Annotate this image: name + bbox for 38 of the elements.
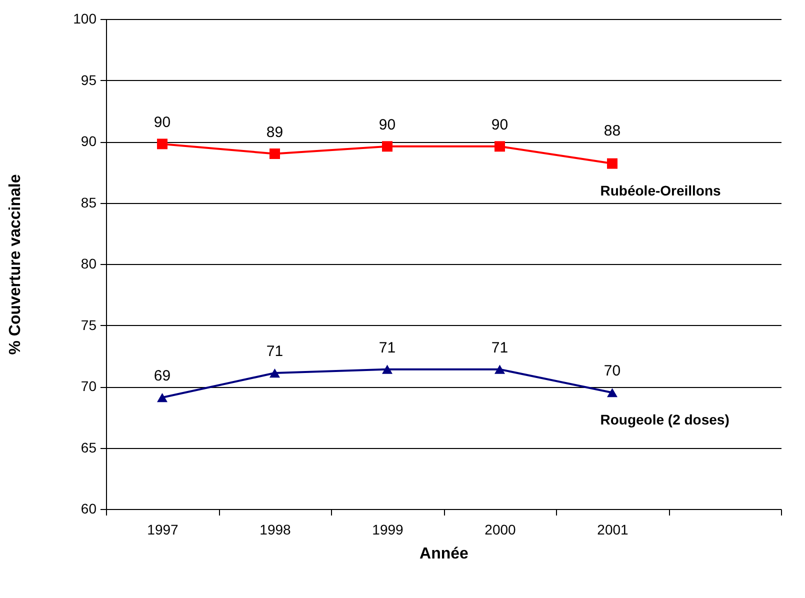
point: [157, 392, 168, 402]
data-label: 89: [266, 124, 284, 141]
y-tick-label: 95: [80, 72, 97, 88]
y-tick-label: 60: [80, 500, 97, 516]
x-tick-label: 1997: [147, 522, 179, 538]
y-axis-title: % Couverture vaccinale: [7, 174, 24, 355]
y-tick-label: 90: [80, 133, 97, 149]
point: [270, 368, 280, 378]
data-label: 71: [266, 343, 284, 360]
x-tick-label: 1999: [372, 522, 404, 538]
data-label: 88: [604, 122, 621, 140]
data-label: 90: [378, 116, 396, 134]
series-label: Rougeole (2 doses): [600, 412, 730, 428]
point: [607, 388, 618, 398]
y-tick-label: 75: [80, 316, 97, 333]
x-tick-label: 2001: [597, 522, 629, 538]
y-tick-label: 100: [73, 10, 97, 26]
point: [382, 364, 392, 374]
x-tick-label: 1998: [260, 522, 292, 538]
y-tick-label: 85: [80, 194, 97, 210]
data-label: 69: [154, 368, 171, 385]
point: [607, 158, 618, 169]
x-tick-label: 2000: [484, 522, 516, 538]
data-label: 71: [378, 339, 396, 356]
data-label: 70: [604, 362, 621, 380]
point: [157, 138, 168, 150]
point: [494, 364, 505, 374]
data-label: 71: [491, 339, 508, 356]
x-axis-title: Année: [420, 546, 469, 562]
series-label: Rubéole-Oreillons: [600, 182, 722, 199]
point: [494, 141, 505, 152]
y-tick-label: 80: [80, 256, 97, 272]
y-tick-label: 65: [80, 439, 97, 456]
point: [382, 141, 392, 152]
data-label: 90: [491, 116, 508, 134]
y-tick-label: 70: [80, 378, 97, 394]
data-label: 90: [154, 114, 171, 131]
point: [270, 148, 280, 159]
